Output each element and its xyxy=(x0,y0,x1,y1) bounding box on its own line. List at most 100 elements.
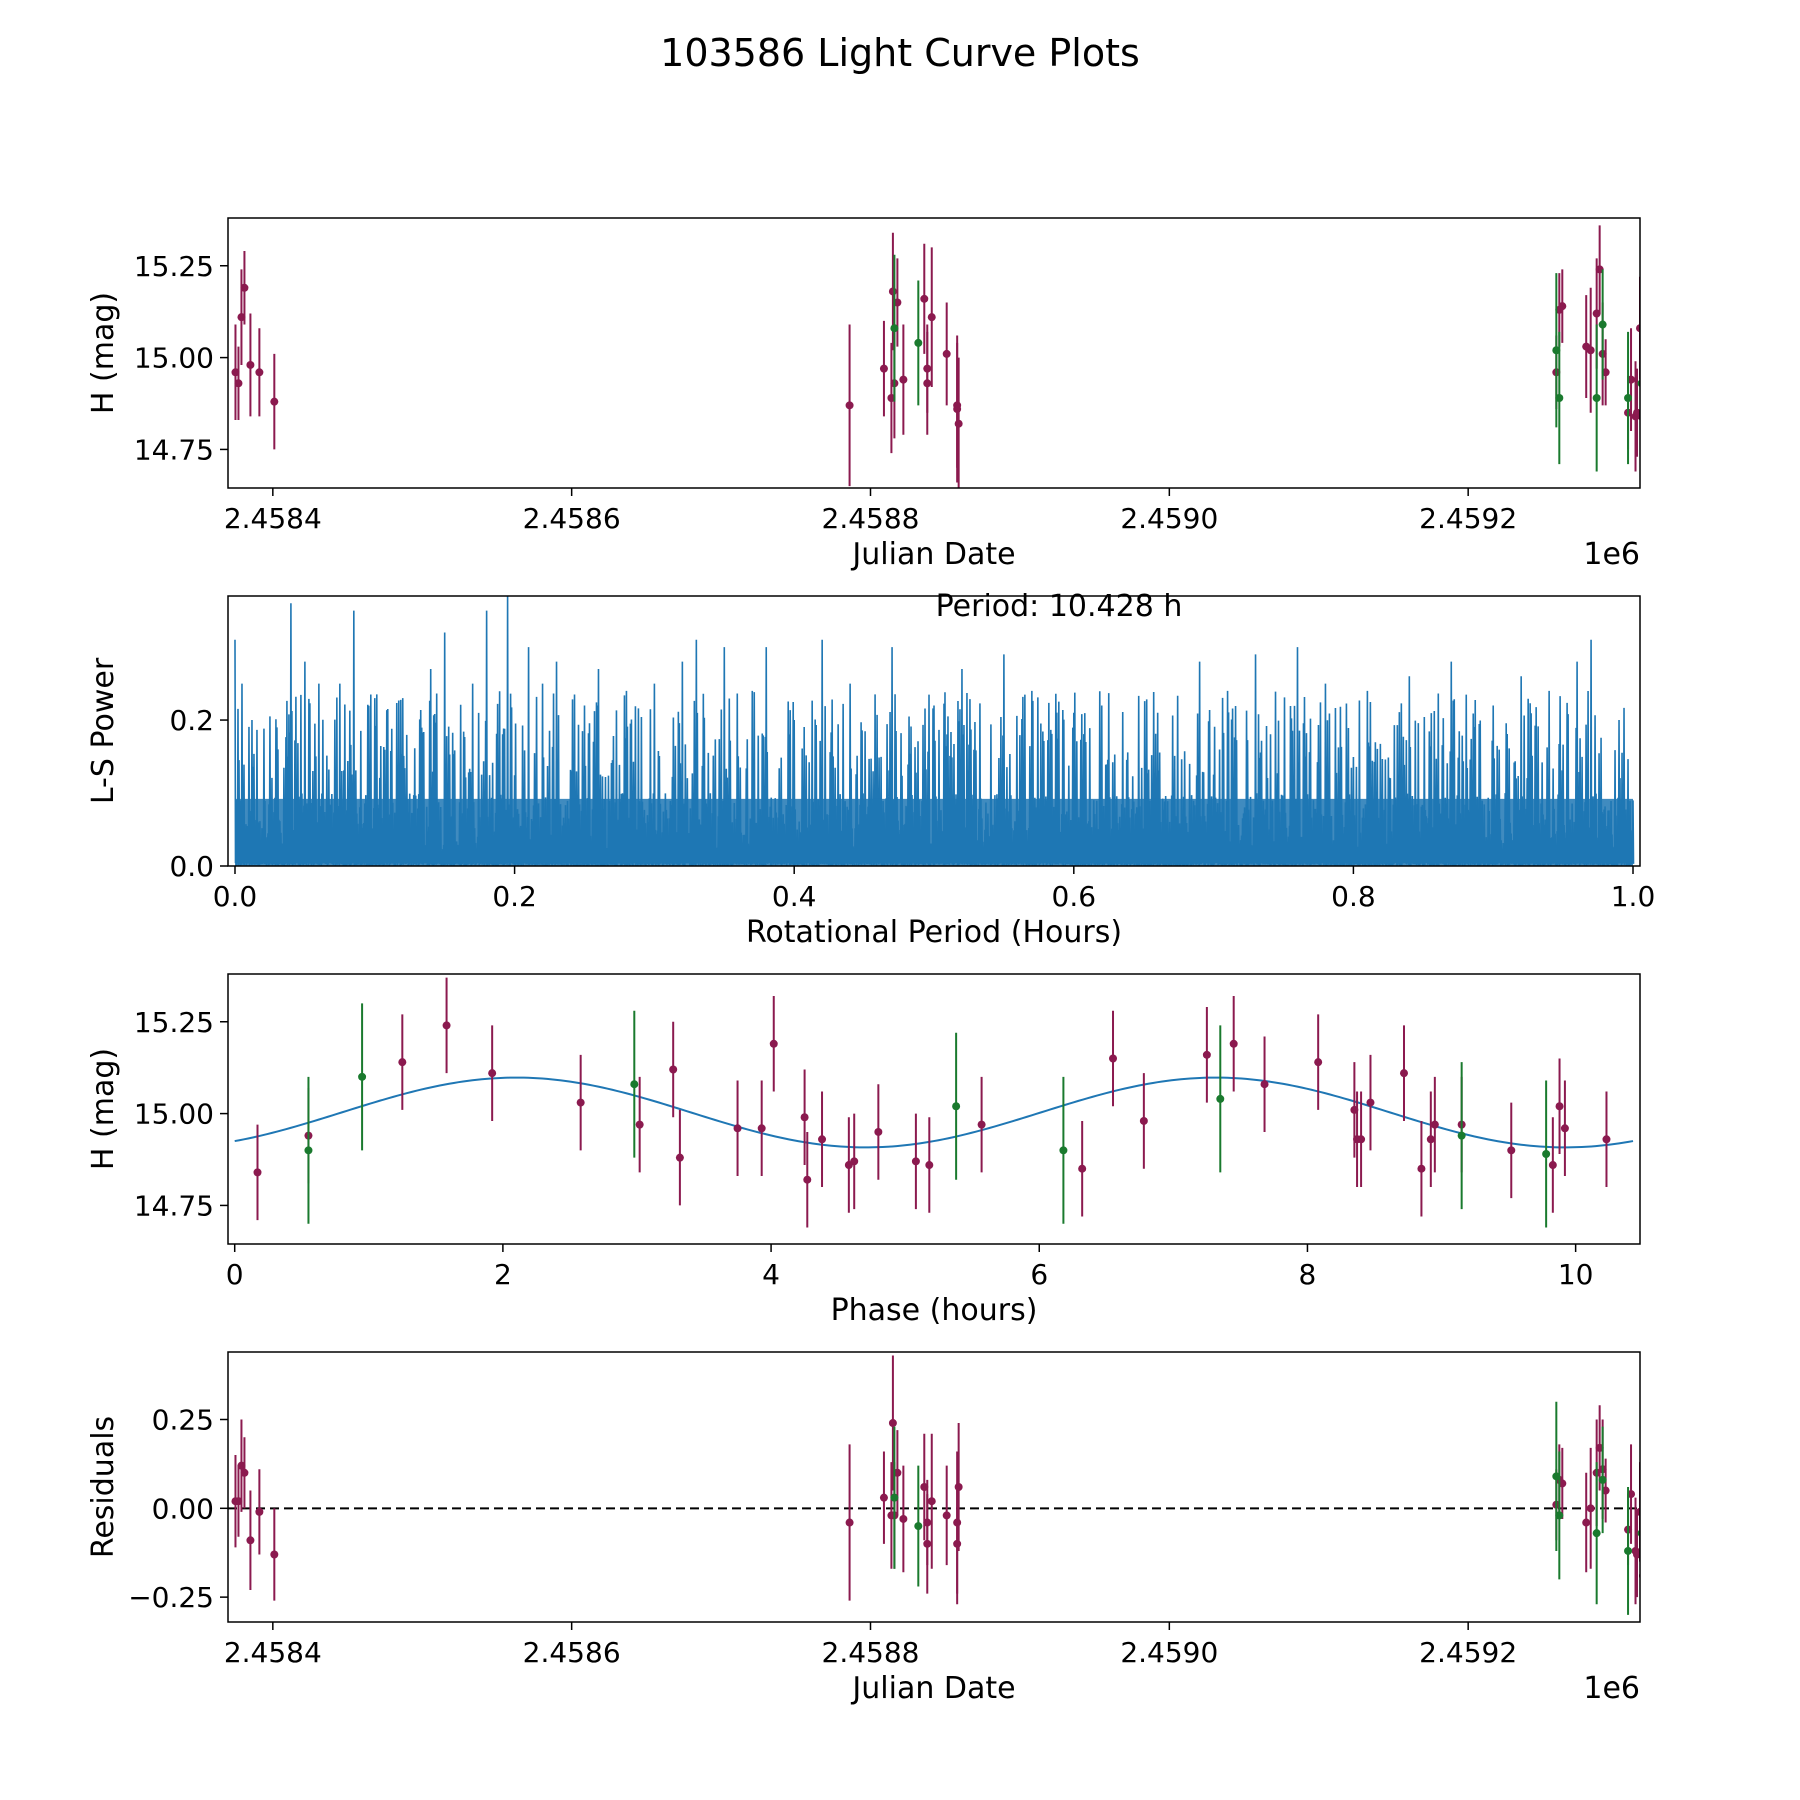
x-tick-label: 8 xyxy=(1299,1258,1317,1291)
x-tick-label: 0 xyxy=(226,1258,244,1291)
data-point xyxy=(1109,1054,1118,1063)
y-tick-label: 0.00 xyxy=(152,1492,214,1525)
data-point xyxy=(1366,1098,1375,1107)
x-axis-label: Julian Date xyxy=(850,1671,1015,1706)
data-point xyxy=(253,1168,262,1177)
period-annotation: Period: 10.428 h xyxy=(936,589,1183,624)
data-point xyxy=(1592,394,1601,402)
data-point xyxy=(1558,302,1567,311)
data-point xyxy=(1059,1146,1068,1155)
data-point xyxy=(255,368,264,377)
data-point xyxy=(954,419,963,428)
data-point xyxy=(1555,1511,1564,1520)
data-point xyxy=(1542,1150,1551,1158)
data-point xyxy=(1560,1124,1569,1133)
data-point xyxy=(942,349,951,358)
data-point xyxy=(1457,1131,1466,1140)
data-point xyxy=(914,338,923,347)
y-axis-label: Residuals xyxy=(86,1416,121,1558)
data-point xyxy=(1602,1135,1611,1144)
data-point xyxy=(1624,394,1633,402)
data-point xyxy=(925,1161,934,1170)
y-tick-label: 0.2 xyxy=(169,704,214,737)
x-offset-label: 1e6 xyxy=(1583,537,1640,572)
data-point xyxy=(1399,1069,1408,1078)
data-point xyxy=(1357,1135,1366,1144)
data-point xyxy=(914,1522,923,1531)
data-point xyxy=(576,1098,585,1107)
panel-residuals: 2.4584 2.4586 2.4588 2.4590 2.4592 −0.25 0.00 0… xyxy=(86,1351,1641,1706)
data-point xyxy=(845,1518,854,1527)
series-purple xyxy=(253,977,1611,1228)
y-axis-label: H (mag) xyxy=(86,292,121,414)
y-tick-label: 15.00 xyxy=(134,342,214,375)
series-green xyxy=(890,1401,1640,1615)
x-tick-label: 1.0 xyxy=(1611,880,1656,913)
x-tick-label: 0.0 xyxy=(213,880,258,913)
data-point xyxy=(899,1514,908,1523)
data-point xyxy=(818,1135,827,1144)
x-tick-label: 2.4584 xyxy=(224,1636,322,1669)
data-point xyxy=(1586,1504,1595,1513)
x-tick-label: 2.4586 xyxy=(523,502,621,535)
data-point xyxy=(630,1080,639,1089)
data-point xyxy=(1598,320,1607,329)
data-point xyxy=(488,1069,497,1078)
x-tick-label: 10 xyxy=(1558,1258,1594,1291)
data-point xyxy=(1582,1518,1591,1527)
data-point xyxy=(1592,1529,1601,1538)
data-point xyxy=(1417,1164,1426,1173)
data-point xyxy=(977,1120,986,1129)
x-tick-label: 2.4590 xyxy=(1120,502,1218,535)
data-point xyxy=(733,1124,742,1133)
data-point xyxy=(240,283,249,292)
data-point xyxy=(1633,1550,1640,1559)
data-point xyxy=(953,1518,962,1527)
data-point xyxy=(850,1157,859,1166)
data-point xyxy=(927,1497,936,1506)
data-point xyxy=(304,1146,313,1155)
data-point xyxy=(769,1039,778,1048)
data-point xyxy=(953,405,962,414)
data-point xyxy=(890,1493,899,1502)
data-point xyxy=(954,1483,963,1491)
y-tick-label: 15.25 xyxy=(134,250,214,283)
y-tick-label: 15.25 xyxy=(134,1006,214,1039)
x-tick-label: 2.4588 xyxy=(822,502,920,535)
x-tick-label: 0.2 xyxy=(492,880,537,913)
y-tick-label: 14.75 xyxy=(134,433,214,466)
data-point xyxy=(669,1065,678,1074)
x-tick-label: 0.6 xyxy=(1052,880,1097,913)
panel-periodogram: 0.0 0.2 0.4 0.6 0.8 1.0 0.0 0.2 Rotational Perio… xyxy=(86,589,1655,950)
data-point xyxy=(800,1113,809,1122)
data-point xyxy=(920,294,929,303)
data-point xyxy=(240,1468,249,1477)
data-point xyxy=(1139,1116,1148,1125)
data-point xyxy=(270,1550,279,1559)
data-point xyxy=(1202,1050,1211,1059)
data-point xyxy=(1624,1546,1633,1555)
data-point xyxy=(1548,1161,1557,1170)
y-axis-label: H (mag) xyxy=(86,1048,121,1170)
y-tick-label: 0.0 xyxy=(169,850,214,883)
x-axis-label: Rotational Period (Hours) xyxy=(746,915,1122,950)
data-point xyxy=(635,1120,644,1129)
x-tick-label: 6 xyxy=(1030,1258,1048,1291)
data-point xyxy=(952,1102,961,1111)
data-point xyxy=(246,360,255,369)
data-point xyxy=(927,313,936,322)
data-point xyxy=(255,1507,264,1516)
panel-lightcurve-time: 2.4584 2.4586 2.4588 2.4590 2.4592 14.75 15.00… xyxy=(86,217,1641,572)
x-tick-label: 2.4592 xyxy=(1419,1636,1517,1669)
axes-frame xyxy=(227,595,1641,867)
y-tick-label: 0.25 xyxy=(152,1404,214,1437)
x-tick-label: 2.4592 xyxy=(1419,502,1517,535)
data-point xyxy=(845,401,854,410)
x-tick-label: 2.4584 xyxy=(224,502,322,535)
data-point xyxy=(1314,1058,1323,1067)
data-point xyxy=(1426,1135,1435,1144)
data-point xyxy=(270,397,279,406)
data-point xyxy=(879,1493,888,1502)
